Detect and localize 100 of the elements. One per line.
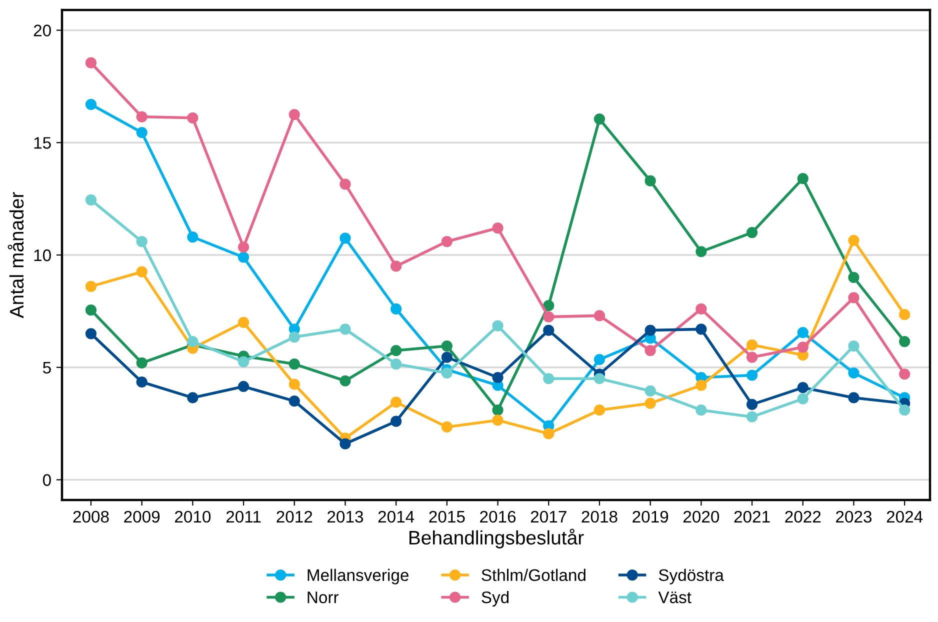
- x-tick-label: 2017: [530, 510, 566, 523]
- point: [797, 393, 808, 404]
- point: [797, 342, 808, 353]
- legend-label: Sydöstra: [658, 568, 724, 584]
- point: [238, 242, 250, 253]
- point: [848, 392, 860, 404]
- point: [644, 398, 656, 409]
- point: [746, 352, 758, 363]
- point: [390, 358, 402, 370]
- point: [543, 373, 554, 384]
- point: [136, 266, 148, 278]
- point: [238, 356, 250, 368]
- point: [797, 382, 808, 394]
- x-tick-label: 2023: [836, 510, 872, 523]
- point: [594, 113, 606, 125]
- point: [899, 336, 910, 348]
- point: [746, 370, 758, 381]
- point: [288, 358, 300, 370]
- point: [899, 368, 910, 380]
- y-tick-label: 20: [34, 24, 51, 36]
- y-axis-title: Antal månader: [8, 192, 24, 318]
- y-tick-label: 0: [42, 474, 51, 486]
- point: [340, 232, 351, 244]
- point: [543, 311, 554, 322]
- point: [746, 226, 758, 238]
- point: [644, 175, 656, 186]
- point: [594, 404, 606, 416]
- x-tick-label: 2018: [582, 510, 618, 523]
- point: [136, 111, 148, 122]
- point: [85, 280, 97, 292]
- x-tick-label: 2020: [683, 510, 720, 523]
- point: [390, 260, 402, 272]
- point: [644, 324, 656, 336]
- point: [696, 303, 707, 314]
- x-tick-label: 2022: [785, 510, 821, 523]
- point: [848, 340, 860, 352]
- point: [288, 378, 300, 390]
- legend-label: Syd: [482, 591, 509, 607]
- point: [696, 246, 707, 258]
- point: [899, 404, 910, 416]
- point: [136, 236, 148, 248]
- point: [696, 324, 707, 335]
- point: [492, 320, 504, 332]
- point: [238, 316, 250, 328]
- point: [136, 126, 148, 138]
- point: [340, 438, 351, 450]
- point: [848, 234, 860, 246]
- point: [441, 236, 452, 248]
- point: [594, 373, 606, 384]
- legend-label: Väst: [658, 592, 692, 604]
- point: [644, 385, 656, 397]
- point: [543, 324, 554, 336]
- point: [288, 396, 300, 407]
- y-tick-label: 10: [34, 249, 51, 262]
- x-tick-label: 2009: [124, 510, 160, 523]
- x-tick-label: 2014: [378, 510, 414, 523]
- point: [696, 404, 707, 416]
- x-tick-label: 2011: [226, 510, 261, 523]
- point: [848, 272, 860, 284]
- point: [899, 309, 910, 320]
- point: [696, 380, 707, 391]
- x-tick-label: 2021: [734, 510, 770, 523]
- point: [594, 310, 606, 322]
- point: [390, 416, 402, 427]
- x-tick-label: 2015: [429, 510, 465, 523]
- point: [441, 352, 452, 363]
- point: [797, 173, 808, 184]
- point: [238, 380, 250, 392]
- point: [187, 231, 198, 243]
- point: [187, 336, 198, 348]
- point: [85, 57, 97, 68]
- x-tick-label: 2010: [174, 510, 211, 523]
- point: [390, 396, 402, 408]
- legend-label: Sthlm/Gotland: [482, 568, 586, 582]
- point: [85, 304, 97, 316]
- point: [492, 414, 504, 426]
- point: [85, 194, 97, 206]
- point: [390, 344, 402, 356]
- y-tick-label: 5: [42, 362, 51, 374]
- point: [238, 252, 250, 263]
- point: [441, 367, 452, 379]
- x-tick-label: 2012: [276, 510, 312, 523]
- point: [543, 300, 554, 312]
- x-tick-label: 2013: [328, 510, 364, 523]
- point: [594, 354, 606, 366]
- legend-label: Mellansverige: [308, 568, 408, 584]
- point: [85, 98, 97, 110]
- point: [340, 375, 351, 386]
- point: [390, 303, 402, 314]
- point: [746, 398, 758, 410]
- y-tick-label: 15: [34, 137, 51, 149]
- point: [543, 428, 554, 440]
- point: [848, 367, 860, 379]
- point: [340, 178, 351, 190]
- point: [288, 331, 300, 343]
- point: [136, 357, 148, 368]
- point: [492, 372, 504, 384]
- point: [492, 222, 504, 234]
- point: [85, 328, 97, 340]
- x-tick-label: 2024: [886, 510, 923, 523]
